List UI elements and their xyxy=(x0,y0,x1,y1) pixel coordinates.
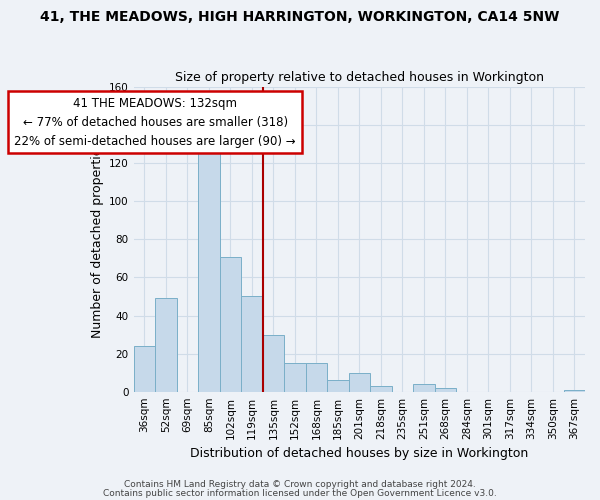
Bar xyxy=(349,372,370,392)
Text: Contains HM Land Registry data © Crown copyright and database right 2024.: Contains HM Land Registry data © Crown c… xyxy=(124,480,476,489)
Text: Contains public sector information licensed under the Open Government Licence v3: Contains public sector information licen… xyxy=(103,488,497,498)
Bar xyxy=(413,384,434,392)
Bar xyxy=(134,346,155,392)
Title: Size of property relative to detached houses in Workington: Size of property relative to detached ho… xyxy=(175,72,544,85)
Bar xyxy=(563,390,585,392)
Bar xyxy=(198,138,220,392)
Bar xyxy=(327,380,349,392)
Y-axis label: Number of detached properties: Number of detached properties xyxy=(91,141,104,338)
Bar xyxy=(155,298,176,392)
Bar xyxy=(220,256,241,392)
Bar xyxy=(434,388,456,392)
Bar xyxy=(370,386,392,392)
X-axis label: Distribution of detached houses by size in Workington: Distribution of detached houses by size … xyxy=(190,447,529,460)
Bar xyxy=(241,296,263,392)
Text: 41 THE MEADOWS: 132sqm
← 77% of detached houses are smaller (318)
22% of semi-de: 41 THE MEADOWS: 132sqm ← 77% of detached… xyxy=(14,96,296,148)
Bar xyxy=(305,363,327,392)
Text: 41, THE MEADOWS, HIGH HARRINGTON, WORKINGTON, CA14 5NW: 41, THE MEADOWS, HIGH HARRINGTON, WORKIN… xyxy=(40,10,560,24)
Bar xyxy=(284,363,305,392)
Bar xyxy=(263,334,284,392)
